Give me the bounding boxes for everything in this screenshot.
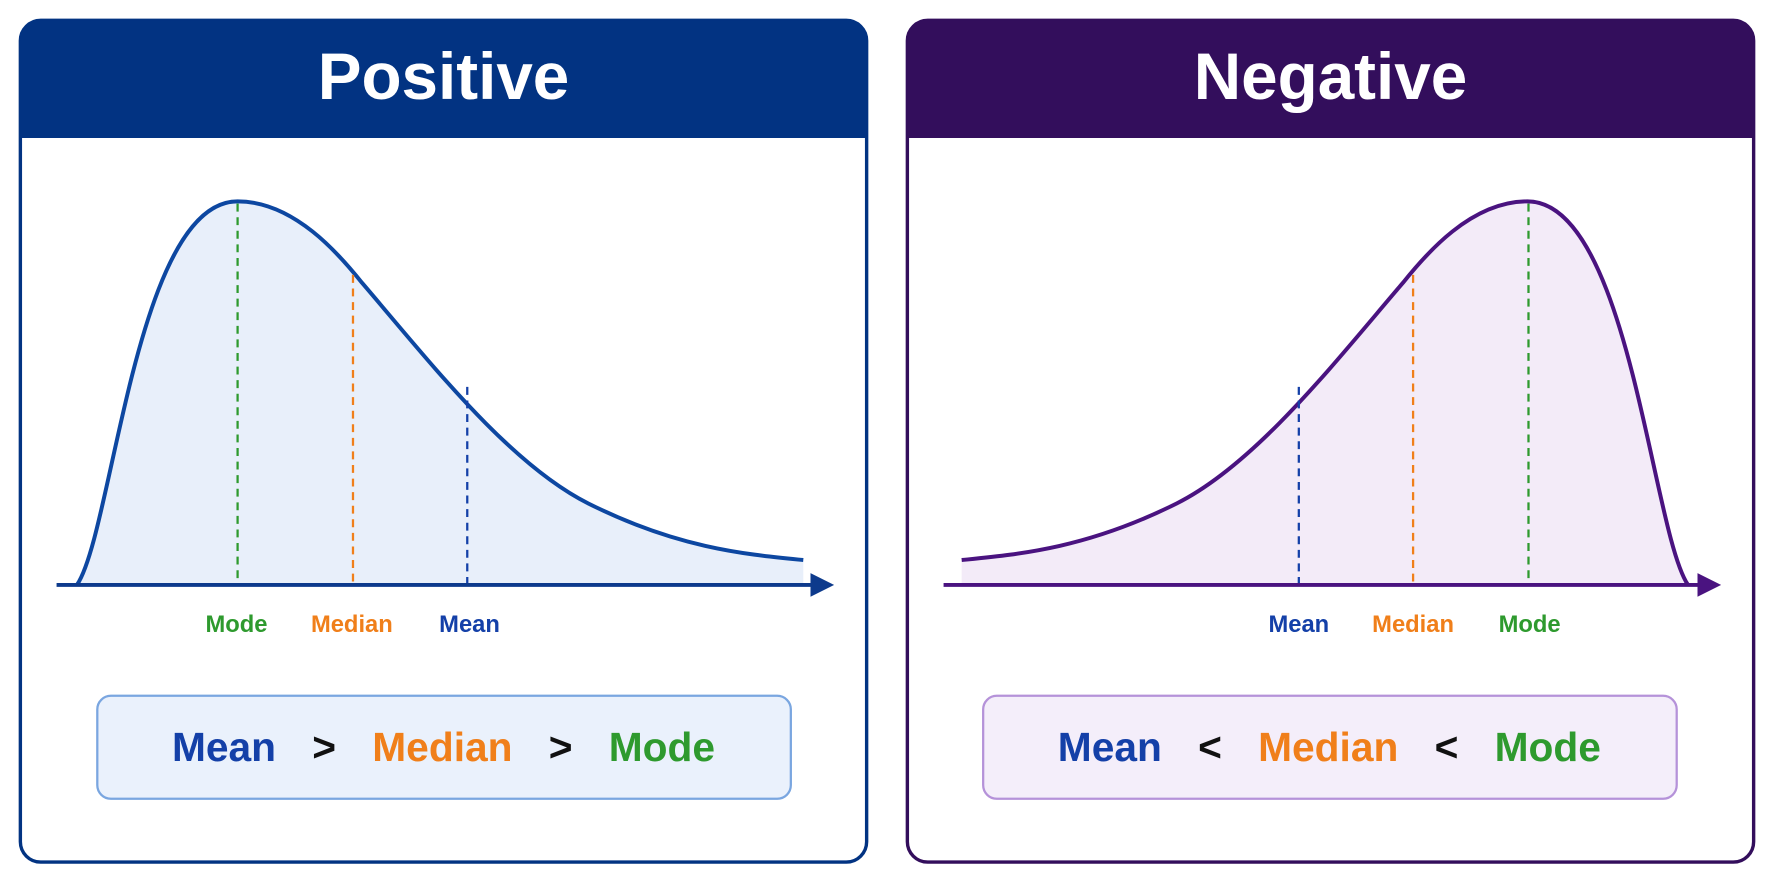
label: Median [1372,611,1454,638]
term: Mode [609,724,715,770]
operator: > [549,724,573,770]
term: Median [1258,724,1398,770]
panel-negative: Negative Mean Median Mode Mean < Median … [905,18,1756,864]
term: Mean [1058,724,1162,770]
operator: < [1198,724,1222,770]
operator: > [312,724,336,770]
comparison-box [982,694,1678,800]
panel-title: Negative [1194,40,1468,113]
term: Median [372,724,512,770]
curve-fill [961,201,1689,585]
term: Mode [1495,724,1601,770]
label: Mode [1499,611,1561,638]
curve-fill [76,201,804,585]
term: Mean [172,724,276,770]
label: Mode [205,611,267,638]
panel-header [907,20,1754,139]
comparison-box [96,694,792,800]
curve [961,199,1690,587]
label: Median [311,611,393,638]
comparison: Mean > Median > Mode [172,724,715,770]
panel-positive: Positive Mode Median Mean Mean > Median … [18,18,869,864]
panel-title: Positive [318,40,570,113]
comparison: Mean < Median < Mode [1058,724,1601,770]
operator: < [1435,724,1459,770]
panel-header [20,20,867,139]
label: Mean [1268,611,1329,638]
curve [75,199,804,587]
curve-group [961,199,1690,587]
label: Mean [439,611,500,638]
